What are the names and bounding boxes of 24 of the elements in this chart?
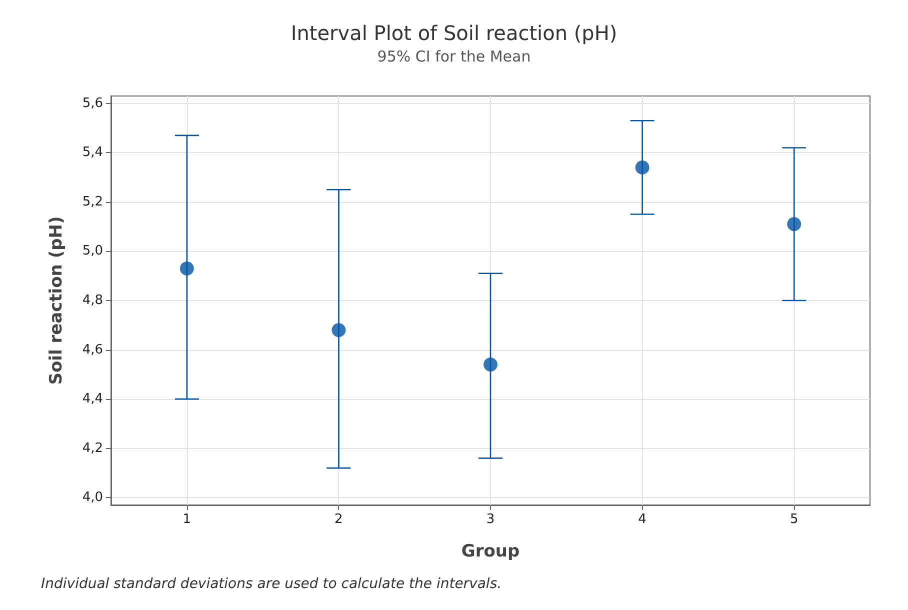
chart-title: Interval Plot of Soil reaction (pH) xyxy=(290,21,618,45)
text: Individual standard deviations are used to calculate the intervals. xyxy=(41,576,502,592)
x-tick-label: 4 xyxy=(638,512,646,527)
x-tick-label: 2 xyxy=(334,512,343,527)
x-tick-label: 3 xyxy=(486,512,495,527)
point xyxy=(635,160,650,174)
point xyxy=(484,358,498,372)
chart-subtitle: 95% CI for the Mean xyxy=(377,48,531,66)
point xyxy=(787,217,802,232)
y-tick-label: 5,2 xyxy=(82,194,103,210)
point xyxy=(180,261,194,276)
y-tick-label: 5,0 xyxy=(82,244,103,259)
y-tick-label: 5,6 xyxy=(82,96,103,111)
x-tick-label: 1 xyxy=(182,512,192,527)
y-tick-label: 5,4 xyxy=(82,145,103,160)
y-tick-label: 4,2 xyxy=(82,440,103,456)
point xyxy=(332,323,346,338)
y-tick-label: 4,6 xyxy=(82,342,103,358)
x-axis-title: Group xyxy=(461,542,520,562)
y-tick-label: 4,0 xyxy=(82,490,103,506)
y-tick-label: 4,4 xyxy=(82,392,103,407)
y-tick-label: 4,8 xyxy=(82,293,103,308)
x-tick-label: 5 xyxy=(790,512,798,527)
y-axis-title: Soil reaction (pH) xyxy=(46,216,66,385)
